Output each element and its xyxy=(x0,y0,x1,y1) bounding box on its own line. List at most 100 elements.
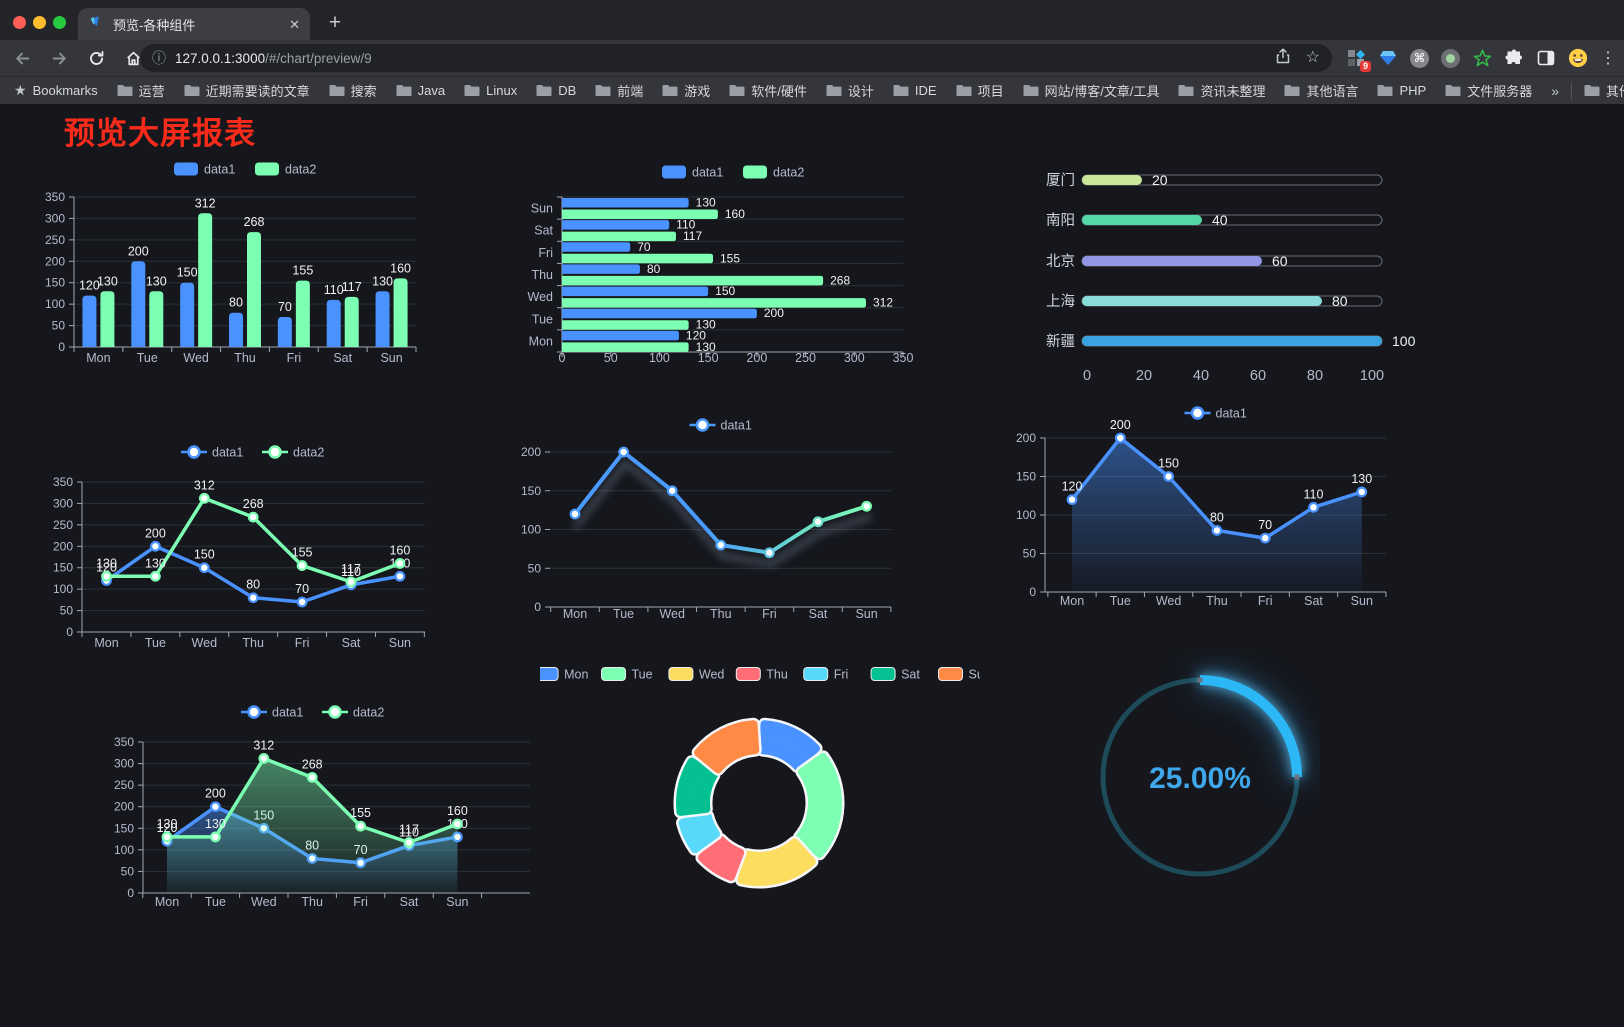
svg-text:Sun: Sun xyxy=(446,895,468,909)
svg-text:南阳: 南阳 xyxy=(1046,212,1075,229)
chart-area-single[interactable]: data1 0 50 100 150 200 Mon Tue Wed Thu Fri Sat Sun 12… xyxy=(960,390,1410,622)
svg-text:Thu: Thu xyxy=(1206,594,1228,608)
svg-text:data1: data1 xyxy=(1216,406,1247,420)
chart-line-gradient[interactable]: data1 0 50 100 150 200 Mon Tue Wed Thu Fri Sat Sun xyxy=(490,395,925,635)
site-info-icon[interactable]: ⓘ xyxy=(152,50,166,66)
home-button[interactable] xyxy=(119,44,147,72)
svg-text:268: 268 xyxy=(830,273,850,287)
svg-text:新疆: 新疆 xyxy=(1046,333,1075,350)
tab-title: 预览-各种组件 xyxy=(113,17,196,33)
bookmark-folder-label: Java xyxy=(417,83,446,98)
svg-text:117: 117 xyxy=(683,229,702,243)
bookmark-folder[interactable]: 项目 xyxy=(956,81,1004,100)
svg-text:0: 0 xyxy=(559,351,566,365)
folder-icon xyxy=(1023,85,1039,96)
close-window-button[interactable] xyxy=(13,16,26,29)
other-bookmarks-label: 其他书签 xyxy=(1606,84,1624,99)
chart-progress-bars[interactable]: 厦门 20 南阳 40 北京 60 上海 80 新疆 100 0 20 40 60 80 100 xyxy=(960,150,1425,395)
bookmark-folder-label: DB xyxy=(558,83,577,98)
svg-text:312: 312 xyxy=(253,738,274,752)
bookmark-folder[interactable]: IDE xyxy=(893,83,937,98)
bookmark-folder[interactable]: 运营 xyxy=(117,81,165,100)
address-bar[interactable]: ⓘ 127.0.0.1:3000/#/chart/preview/9 ☆ xyxy=(140,44,1332,72)
other-bookmarks[interactable]: 其他书签 xyxy=(1584,81,1624,100)
bookmark-folder[interactable]: 近期需要读的文章 xyxy=(184,81,310,100)
svg-text:300: 300 xyxy=(53,496,73,510)
svg-text:110: 110 xyxy=(399,826,419,840)
svg-text:110: 110 xyxy=(676,218,695,232)
bookmark-folder[interactable]: 搜索 xyxy=(329,81,377,100)
svg-text:50: 50 xyxy=(60,604,74,618)
svg-text:Thu: Thu xyxy=(531,268,553,282)
svg-text:Sun: Sun xyxy=(531,202,553,216)
zoom-window-button[interactable] xyxy=(53,16,66,29)
folder-icon xyxy=(184,85,200,96)
bookmark-folder[interactable]: 设计 xyxy=(826,81,874,100)
bookmark-folder[interactable]: Java xyxy=(396,83,445,98)
chart-gauge[interactable]: 25.00% xyxy=(1080,655,1320,905)
svg-text:Sat: Sat xyxy=(901,667,920,681)
svg-text:350: 350 xyxy=(893,351,914,365)
svg-text:200: 200 xyxy=(1016,431,1036,445)
minimize-window-button[interactable] xyxy=(33,16,46,29)
bookmark-folder[interactable]: 文件服务器 xyxy=(1445,81,1532,100)
profile-avatar-emoji[interactable] xyxy=(1568,48,1588,68)
svg-text:117: 117 xyxy=(341,562,361,576)
browser-tab[interactable]: 预览-各种组件 ✕ xyxy=(78,8,310,40)
bookmarks-overflow-chevron[interactable]: » xyxy=(1551,82,1560,99)
svg-text:0: 0 xyxy=(58,340,65,354)
reload-button[interactable] xyxy=(82,44,110,72)
chart-donut[interactable]: Mon Tue Wed Thu Fri Sat Sun xyxy=(540,655,980,907)
forward-button[interactable] xyxy=(45,44,73,72)
bookmark-folder[interactable]: PHP xyxy=(1377,83,1426,98)
svg-text:0: 0 xyxy=(127,886,134,900)
bookmark-folder-label: 资讯未整理 xyxy=(1200,84,1266,99)
bookmark-folder[interactable]: 资讯未整理 xyxy=(1178,81,1265,100)
chart-grouped-bar[interactable]: data1 data2 0 50 100 150 200 250 300 350 Mon Tue Wed… xyxy=(30,148,475,376)
gem-extension-icon[interactable] xyxy=(1378,48,1398,68)
bookmark-folder[interactable]: DB xyxy=(536,83,576,98)
bookmarks-root[interactable]: ★ Bookmarks xyxy=(14,82,98,99)
svg-text:155: 155 xyxy=(292,264,313,278)
svg-text:Thu: Thu xyxy=(234,351,256,365)
bookmark-folder[interactable]: 前端 xyxy=(595,81,643,100)
svg-text:130: 130 xyxy=(146,274,167,288)
svg-text:Mon: Mon xyxy=(1060,594,1084,608)
folder-icon xyxy=(1284,85,1300,96)
side-panel-icon[interactable] xyxy=(1536,48,1556,68)
svg-text:250: 250 xyxy=(53,518,73,532)
new-tab-button[interactable]: + xyxy=(328,11,342,34)
chrome-menu-icon[interactable]: ⋮ xyxy=(1600,50,1616,67)
bookmark-folder[interactable]: 其他语言 xyxy=(1284,81,1358,100)
bookmark-folder-label: 设计 xyxy=(847,84,874,99)
bookmark-folder[interactable]: Linux xyxy=(464,83,517,98)
green-star-extension-icon[interactable] xyxy=(1472,48,1492,68)
svg-text:Sun: Sun xyxy=(855,607,877,621)
recorder-extension-icon[interactable] xyxy=(1441,48,1460,68)
svg-text:200: 200 xyxy=(1110,418,1131,432)
chart-area-dual[interactable]: data1 data2 0 50 100 150 200 250 300 350 Mon Tue Wed… xyxy=(90,665,550,923)
svg-text:80: 80 xyxy=(1307,368,1323,384)
command-extension-icon[interactable]: ⌘ xyxy=(1410,48,1429,68)
bookmark-folder-label: PHP xyxy=(1399,83,1427,98)
svg-text:50: 50 xyxy=(121,864,135,878)
svg-text:Thu: Thu xyxy=(710,607,732,621)
bookmark-folder[interactable]: 游戏 xyxy=(662,81,710,100)
back-button[interactable] xyxy=(8,44,36,72)
svg-text:130: 130 xyxy=(696,318,716,332)
share-icon[interactable] xyxy=(1275,47,1291,69)
bookmark-folder[interactable]: 软件/硬件 xyxy=(729,81,807,100)
svg-text:100: 100 xyxy=(1392,333,1416,349)
bookmark-star-icon[interactable]: ☆ xyxy=(1305,49,1320,66)
svg-text:350: 350 xyxy=(114,735,134,749)
tab-close-icon[interactable]: ✕ xyxy=(289,16,300,32)
bookmark-folder-label: 游戏 xyxy=(684,84,711,99)
chart-line-dual[interactable]: data1 data2 0 50 100 150 200 250 300 350 Mon Tue Wed… xyxy=(30,430,475,662)
svg-text:80: 80 xyxy=(647,262,661,276)
extensions-puzzle-icon[interactable] xyxy=(1504,48,1524,68)
svg-text:data2: data2 xyxy=(293,445,324,459)
chart-horizontal-bar[interactable]: data1 data2 0 50 100 150 200 250 300 350 Mon 120 130… xyxy=(500,150,945,378)
tab-manager-extension-icon[interactable]: 9 xyxy=(1346,48,1371,72)
bookmark-folder[interactable]: 网站/博客/文章/工具 xyxy=(1023,81,1159,100)
svg-text:40: 40 xyxy=(1212,212,1228,228)
